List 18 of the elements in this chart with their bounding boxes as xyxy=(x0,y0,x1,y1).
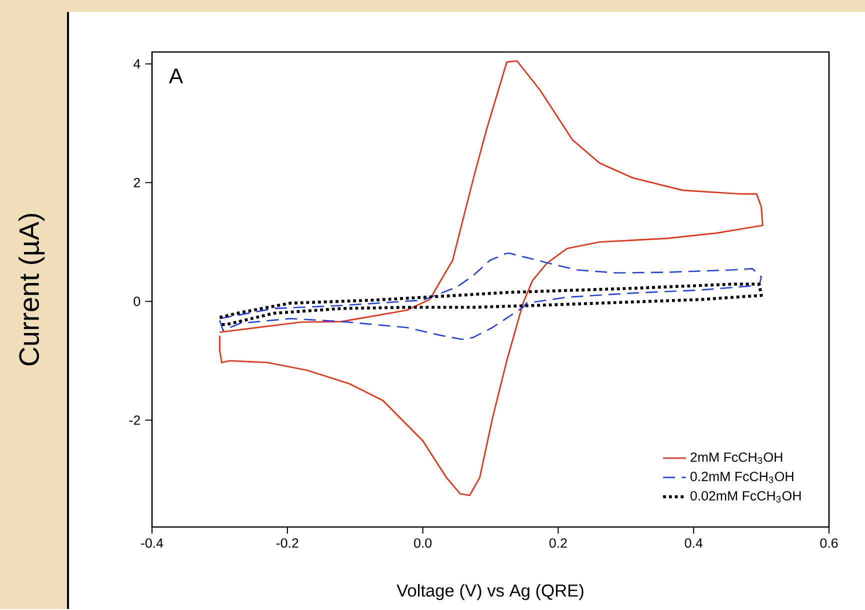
legend-label: 2mM FcCH$_{3}$OH xyxy=(690,452,782,464)
x-tick-label: 0.4 xyxy=(684,538,702,548)
y-tick-label: -2 xyxy=(129,415,140,425)
x-tick-label: -0.2 xyxy=(276,538,298,548)
y-tick-label: 2 xyxy=(134,178,140,188)
x-axis-title: Voltage (V) vs Ag (QRE) xyxy=(396,584,584,600)
x-tick-label: 0.6 xyxy=(820,538,838,548)
y-axis-title: Current (µA) xyxy=(18,214,45,366)
annotation: A xyxy=(168,68,184,84)
legend-label: 0.02mM FcCH$_{3}$OH xyxy=(690,491,801,502)
y-tick-label: 4 xyxy=(134,59,140,68)
legend-label: 0.2mM FcCH$_{3}$OH xyxy=(690,472,794,484)
x-tick-label: -0.4 xyxy=(141,538,164,548)
x-tick-label: 0.2 xyxy=(549,538,567,548)
x-tick-label: 0.0 xyxy=(414,538,432,548)
line-series xyxy=(218,282,763,326)
line-series xyxy=(219,252,762,340)
y-tick-label: 0 xyxy=(134,296,140,306)
